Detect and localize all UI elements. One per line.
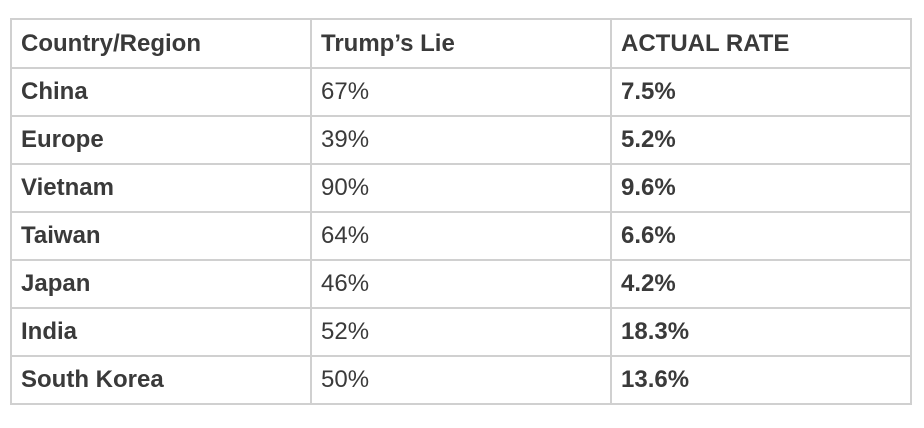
cell-actual-rate: 6.6% [610, 211, 912, 261]
cell-country: South Korea [10, 355, 312, 405]
table-row: Japan 46% 4.2% [10, 259, 912, 309]
cell-country: China [10, 67, 312, 117]
table-row: India 52% 18.3% [10, 307, 912, 357]
cell-country: Europe [10, 115, 312, 165]
table-row: South Korea 50% 13.6% [10, 355, 912, 405]
cell-actual-rate: 18.3% [610, 307, 912, 357]
cell-lie: 39% [310, 115, 612, 165]
cell-lie: 67% [310, 67, 612, 117]
cell-lie: 46% [310, 259, 612, 309]
cell-country: Japan [10, 259, 312, 309]
cell-lie: 52% [310, 307, 612, 357]
table-row: Europe 39% 5.2% [10, 115, 912, 165]
cell-lie: 64% [310, 211, 612, 261]
table-row: China 67% 7.5% [10, 67, 912, 117]
cell-lie: 50% [310, 355, 612, 405]
cell-actual-rate: 13.6% [610, 355, 912, 405]
header-actual-rate: ACTUAL RATE [610, 18, 912, 69]
table-header-row: Country/Region Trump’s Lie ACTUAL RATE [10, 18, 912, 69]
table-row: Taiwan 64% 6.6% [10, 211, 912, 261]
table-row: Vietnam 90% 9.6% [10, 163, 912, 213]
cell-actual-rate: 7.5% [610, 67, 912, 117]
tariff-table: Country/Region Trump’s Lie ACTUAL RATE C… [10, 18, 912, 405]
cell-actual-rate: 9.6% [610, 163, 912, 213]
cell-country: Taiwan [10, 211, 312, 261]
cell-country: India [10, 307, 312, 357]
cell-country: Vietnam [10, 163, 312, 213]
header-trumps-lie: Trump’s Lie [310, 18, 612, 69]
cell-lie: 90% [310, 163, 612, 213]
header-country-region: Country/Region [10, 18, 312, 69]
cell-actual-rate: 5.2% [610, 115, 912, 165]
cell-actual-rate: 4.2% [610, 259, 912, 309]
